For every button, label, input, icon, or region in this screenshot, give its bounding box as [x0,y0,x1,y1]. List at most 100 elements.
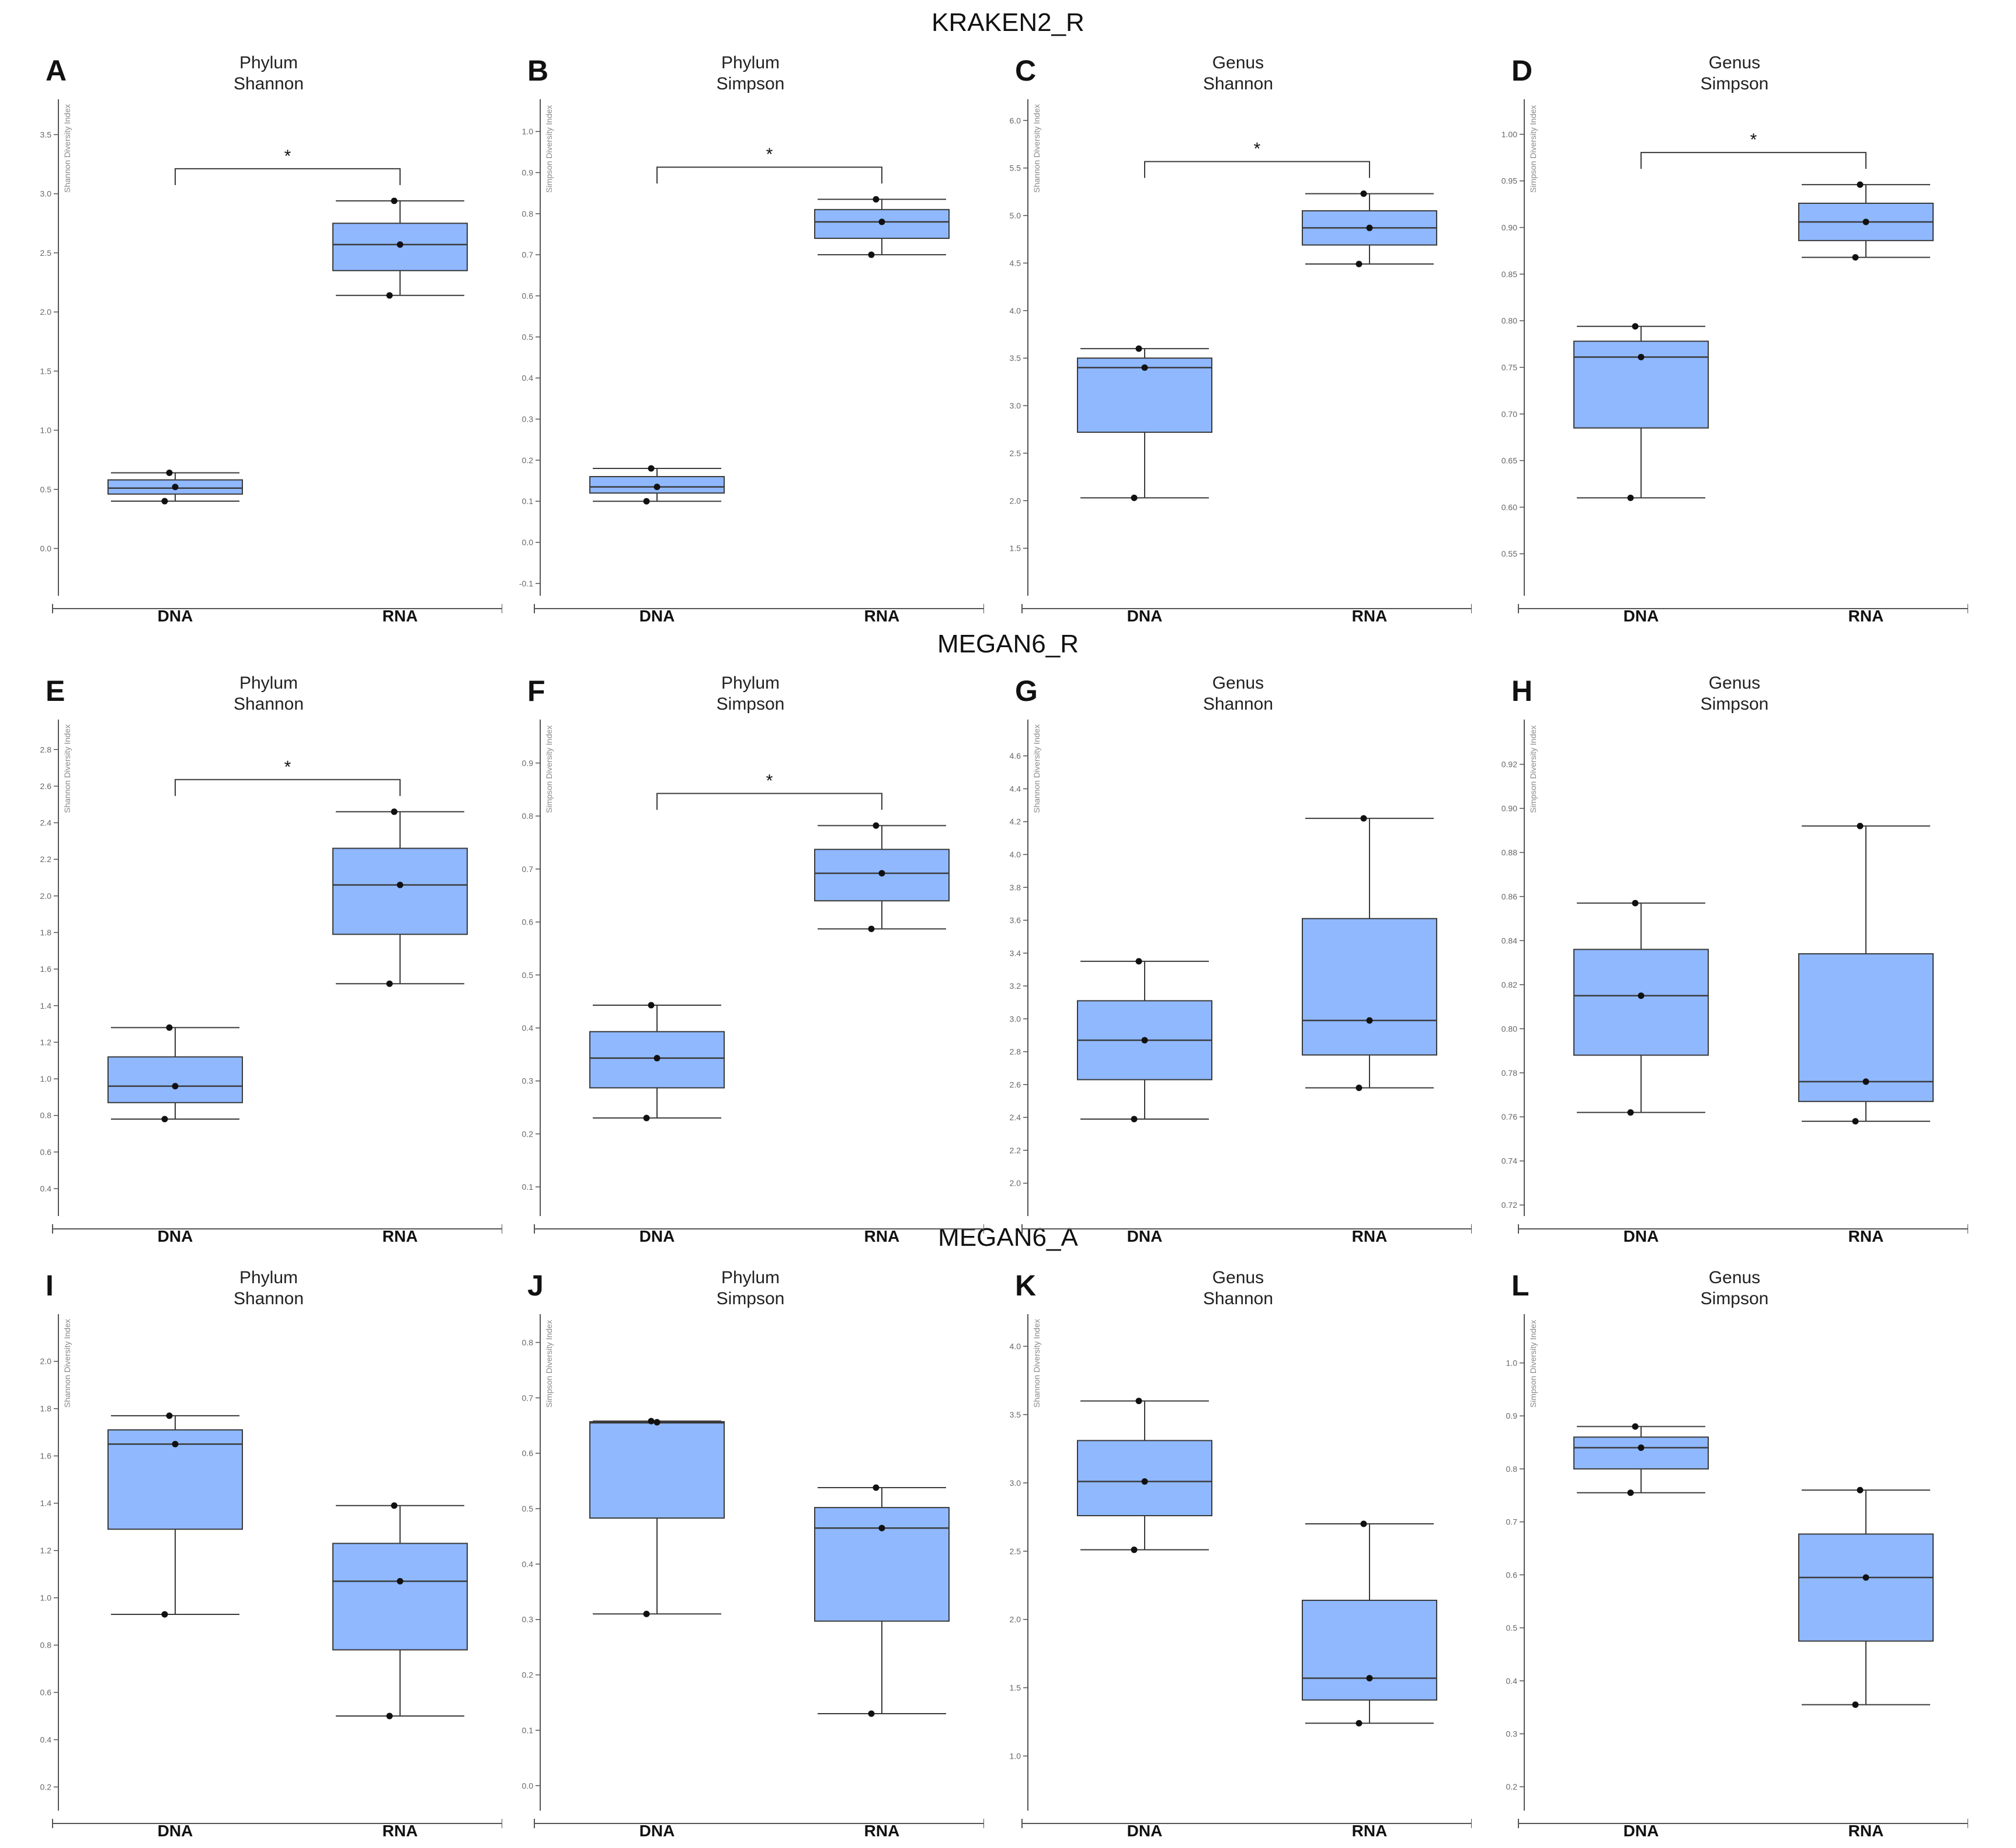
y-tick-label: 0.3 [522,415,534,424]
panel-title-metric: Simpson [716,1289,785,1308]
data-point [1355,260,1362,268]
y-tick-label: 0.72 [1501,1200,1517,1210]
y-tick-label: 0.6 [522,291,534,301]
y-tick-label: 0.7 [522,864,534,874]
y-tick-label: 2.8 [1010,1047,1021,1057]
panel-title: Genus Simpson [1501,1267,1968,1309]
y-tick-label: 0.8 [40,1641,52,1650]
data-point [654,1055,661,1062]
y-tick-label: 2.0 [1010,1179,1021,1188]
panel-letter: H [1511,675,1533,707]
y-tick-label: 0.75 [1501,363,1517,372]
y-tick-label: 3.0 [1010,1478,1021,1488]
data-point [878,218,885,225]
panel-title-level: Genus [1212,53,1264,72]
y-tick-label: 2.6 [40,781,52,791]
panel-title-level: Phylum [239,1268,298,1287]
y-tick-label: 1.8 [40,928,52,937]
boxplot-svg: 0.1 0.2 0.3 0.4 0.5 0.6 0.7 0.8 0.9 Simpson Diver… [522,720,984,1245]
panel-letter: D [1511,54,1533,87]
boxplot-svg: 0.0 0.5 1.0 1.5 2.0 2.5 3.0 3.5 Shannon Diversit… [40,99,502,625]
y-tick-label: 2.4 [40,818,52,828]
x-category-label: RNA [1848,1227,1884,1245]
y-tick-label: 0.3 [522,1615,534,1624]
y-tick-label: 1.0 [40,1074,52,1083]
x-category-label: RNA [864,1822,900,1840]
y-tick-label: 1.0 [40,1593,52,1603]
data-point [868,925,875,932]
iqr-box [589,1421,725,1519]
data-point [1135,1398,1142,1405]
panel-title-metric: Shannon [233,74,304,93]
panel-title: Genus Simpson [1501,53,1968,95]
panel-letter: J [527,1269,544,1302]
y-tick-label: 0.8 [522,1338,534,1347]
data-point [1627,494,1634,501]
panel-title: Genus Shannon [1004,673,1472,715]
y-axis-title: Shannon Diversity Index [1032,1319,1041,1408]
y-tick-label: 2.5 [40,248,52,258]
panel-title-metric: Simpson [716,694,785,714]
y-tick-label: 3.8 [1010,883,1021,892]
y-tick-label: 5.0 [1010,211,1021,220]
y-tick-label: 1.0 [522,127,534,136]
iqr-box [332,847,468,935]
panel-title: Phylum Shannon [35,53,502,95]
panel-letter: B [527,54,549,87]
data-point [1135,345,1142,352]
data-point [391,1502,398,1509]
data-point [172,484,179,491]
boxplot-panel-f: F Phylum Simpson 0.1 0.2 0.3 0.4 0.5 0.6 0.7 0.8 0.… [517,655,984,1245]
y-tick-label: 0.6 [40,1147,52,1156]
y-tick-label: 2.2 [40,854,52,864]
x-category-label: DNA [639,607,675,625]
data-point [868,1710,875,1717]
data-point [397,241,404,248]
iqr-box [1798,953,1934,1102]
x-category-label: DNA [1624,1822,1659,1840]
y-axis-title: Shannon Diversity Index [1032,724,1041,813]
y-tick-label: 0.82 [1501,980,1517,989]
data-point [643,1114,650,1121]
y-tick-label: 3.4 [1010,949,1021,958]
y-tick-label: 4.4 [1010,784,1021,793]
y-tick-label: 1.00 [1501,130,1517,139]
panel-letter: K [1015,1269,1037,1302]
y-axis-title: Simpson Diversity Index [544,1320,554,1408]
boxplot-panel-j: J Phylum Simpson 0.0 0.1 0.2 0.3 0.4 0.5 0.6 0.7 0.… [517,1250,984,1840]
y-tick-label: 4.2 [1010,817,1021,826]
x-category-label: RNA [1352,607,1388,625]
y-tick-label: 0.8 [1506,1464,1518,1474]
section-title-megan6-r: MEGAN6_R [937,630,1079,658]
y-tick-label: 0.3 [522,1076,534,1086]
x-category-label: DNA [1624,607,1659,625]
data-point [648,465,655,472]
significance-bracket [175,168,401,185]
y-tick-label: 0.65 [1501,456,1517,466]
panel-letter: E [46,675,65,707]
y-tick-label: 0.7 [522,1393,534,1402]
y-tick-label: 2.6 [1010,1080,1021,1089]
panel-title-level: Phylum [721,53,780,72]
panel-letter: C [1015,54,1037,87]
y-tick-label: 0.6 [40,1688,52,1697]
y-tick-label: -0.1 [519,579,533,588]
x-category-label: DNA [1624,1227,1659,1245]
data-point [1355,1720,1362,1727]
y-tick-label: 0.4 [40,1184,52,1193]
boxplot-panel-d: D Genus Simpson 0.55 0.60 0.65 0.70 0.75 0.80 0.8… [1501,35,1968,625]
section-title-kraken2-r: KRAKEN2_R [931,8,1085,37]
y-tick-label: 0.8 [40,1111,52,1120]
panel-title-level: Genus [1212,1268,1264,1287]
y-tick-label: 2.0 [40,307,52,317]
y-tick-label: 5.5 [1010,164,1021,173]
panel-title: Phylum Simpson [517,53,984,95]
y-tick-label: 4.0 [1010,1342,1021,1351]
data-point [1135,958,1142,965]
y-tick-label: 0.90 [1501,223,1517,232]
panel-title: Genus Shannon [1004,1267,1472,1309]
iqr-box [332,1543,468,1651]
y-axis-title: Simpson Diversity Index [1528,1320,1538,1408]
significance-bracket [1640,152,1866,169]
panel-title-metric: Simpson [1700,74,1769,93]
